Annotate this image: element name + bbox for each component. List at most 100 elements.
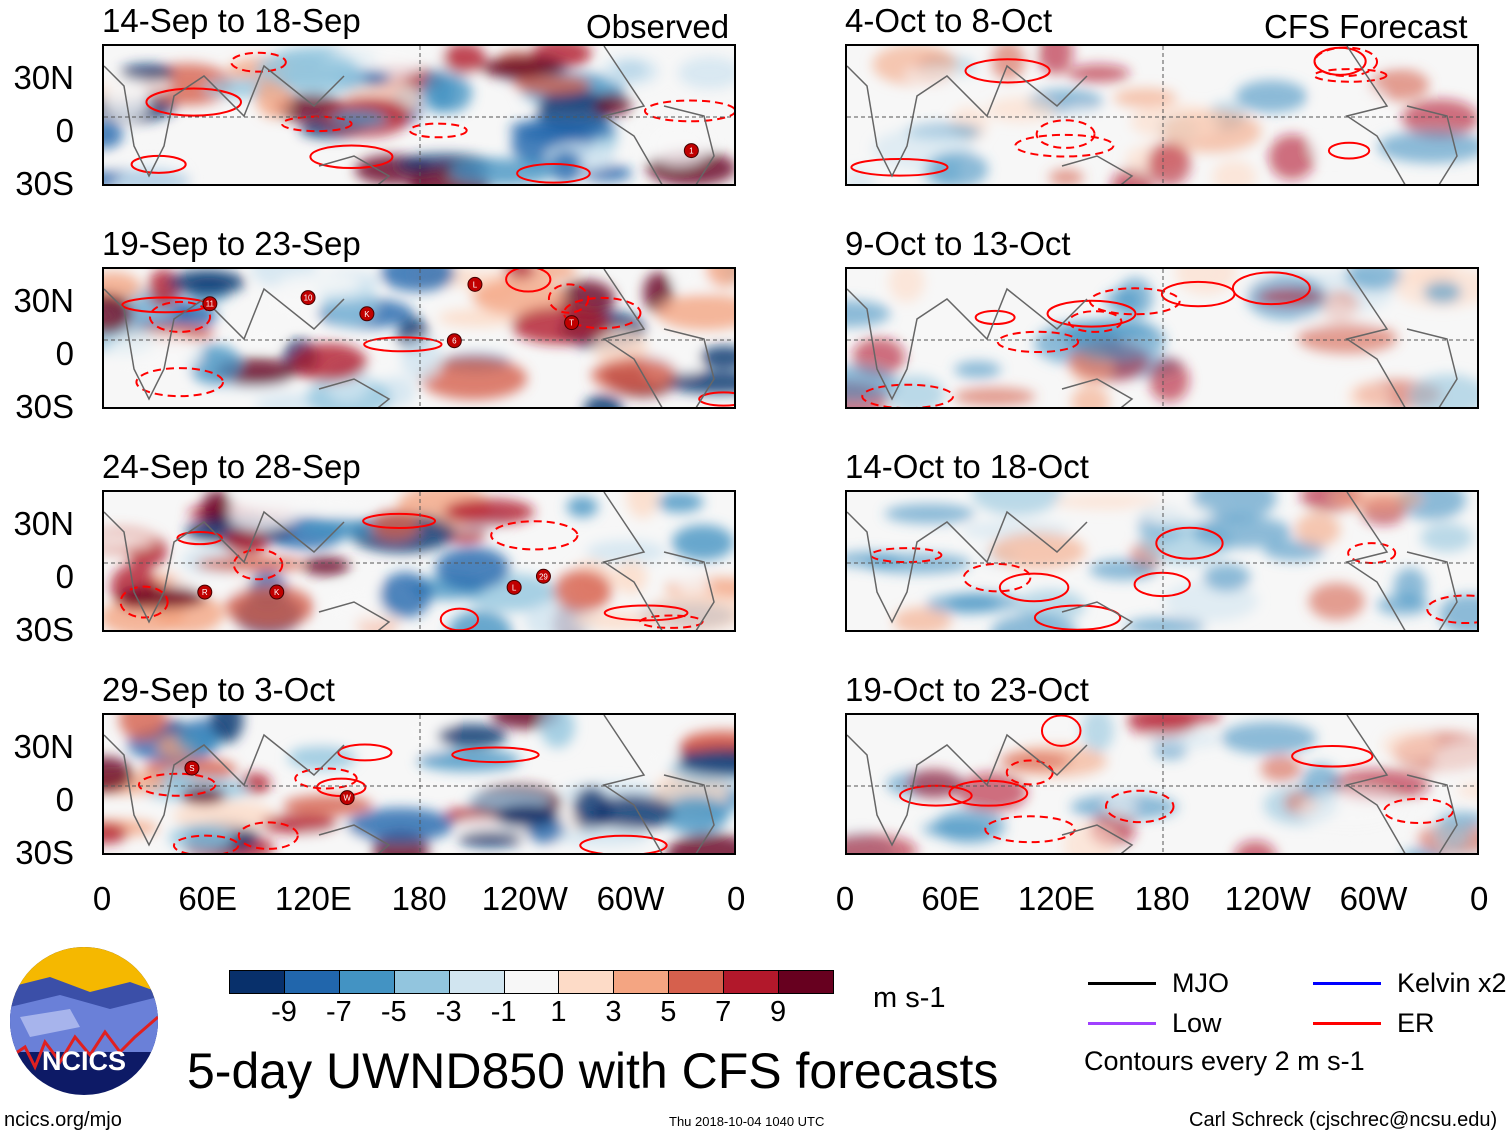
wind-anomaly-blob [1316,80,1386,115]
wind-anomaly-blob [380,269,456,292]
wind-anomaly-blob [953,387,1036,407]
wind-anomaly-blob [243,327,279,348]
er-contour [1088,287,1181,316]
er-contour [172,834,240,853]
map-panel: 1 [102,44,736,186]
wind-anomaly-blob [282,794,373,816]
coastline [847,492,1458,630]
wind-anomaly-blob [989,532,1086,570]
er-contour [119,585,169,619]
colorbar-swatch [613,970,670,994]
longitude-tick-label: 0 [835,880,855,917]
wind-anomaly-blob [1048,169,1084,184]
wind-anomaly-blob [511,306,612,345]
er-contour [1133,571,1191,598]
latitude-tick-label: 30N [13,59,74,96]
wind-anomaly-blob [180,786,226,805]
wind-anomaly-blob [437,723,508,749]
coastline [847,46,1458,184]
latitude-tick-label: 0 [55,112,74,149]
colorbar-tick-label: 3 [605,996,622,1028]
wind-anomaly-blob [664,370,734,394]
panel-title: 29-Sep to 3-Oct [102,671,335,708]
tropical-cyclone-icon [202,296,218,312]
longitude-tick-label: 120W [1224,880,1311,917]
contour-note: Contours every 2 m s-1 [1084,1046,1365,1076]
wind-anomaly-blob [998,752,1070,771]
wind-anomaly-blob [583,394,623,407]
tropical-cyclone-icon [535,568,551,584]
wind-anomaly-blob [1345,269,1402,291]
wind-anomaly-blob [662,796,729,835]
wind-anomaly-blob [934,269,989,301]
colorbar-tick-label: 5 [660,996,677,1028]
wind-anomaly-blob [666,833,734,853]
er-contour [294,767,358,790]
wind-anomaly-blob [379,572,432,618]
wind-anomaly-blob [300,518,380,539]
wind-anomaly-blob [1377,130,1477,164]
storm-label: 1 [689,147,694,156]
er-contour [643,99,734,123]
coastline [104,492,715,630]
map-panel [845,490,1479,632]
wind-anomaly-blob [864,553,972,574]
wind-anomaly-blob [592,794,674,831]
footer-url[interactable]: ncics.org/mjo [4,1109,122,1131]
wind-anomaly-blob [1103,795,1137,818]
storm-label: T [569,319,574,328]
latitude-tick-label: 30N [13,728,74,765]
wind-anomaly-blob [676,748,734,776]
wind-anomaly-blob [1420,523,1473,552]
wind-anomaly-blob [114,166,190,184]
wind-anomaly-blob [119,715,167,742]
legend-line-er [1313,1022,1381,1025]
wind-anomaly-blob [1037,46,1073,75]
wind-anomaly-blob [1347,382,1390,407]
wind-anomaly-blob [1438,594,1477,630]
wind-anomaly-blob [472,277,566,316]
wind-anomaly-blob [1297,788,1405,830]
er-contour [490,520,579,551]
latitude-tick-label: 30S [15,834,74,871]
wind-anomaly-blob [678,56,734,90]
wind-anomaly-blob [954,361,1002,379]
storm-label: W [343,794,351,803]
coastline [847,715,1458,853]
wind-anomaly-blob [1295,512,1341,547]
colorbar-tick-label: 7 [715,996,732,1028]
wind-anomaly-blob [301,556,350,576]
colorbar-tick-label: 1 [550,996,567,1028]
er-contour [1347,542,1397,565]
wind-anomaly-blob [1149,358,1190,403]
wind-anomaly-blob [176,728,222,753]
latitude-tick-label: 30S [15,611,74,648]
wind-anomaly-blob [458,830,523,848]
tropical-cyclone-icon [564,315,580,331]
observed-label: Observed [586,8,730,45]
wind-anomaly-blob [1331,492,1423,511]
wind-anomaly-blob [847,834,918,853]
wind-anomaly-blob [1129,103,1221,140]
er-contour [603,604,689,622]
wind-anomaly-blob [1053,493,1163,510]
longitude-tick-label: 60E [178,880,238,917]
wind-anomaly-blob [479,57,564,79]
er-contour [451,746,540,764]
wind-anomaly-blob [644,749,680,768]
tropical-cyclone-icon [184,760,200,776]
wind-anomaly-blob [1376,595,1430,616]
er-contour [309,144,394,170]
wind-anomaly-blob [928,151,989,184]
er-contour [1067,310,1123,333]
map-panel [845,267,1479,409]
wind-anomaly-blob [1203,563,1251,592]
storm-label: 6 [452,337,457,346]
wind-anomaly-blob [586,540,666,564]
coastline [104,715,715,853]
tropical-cyclone-icon [300,290,316,306]
er-contour [996,330,1080,354]
latitude-tick-label: 0 [55,781,74,818]
wind-anomaly-blob [346,807,455,843]
wind-anomaly-blob [1457,782,1477,798]
